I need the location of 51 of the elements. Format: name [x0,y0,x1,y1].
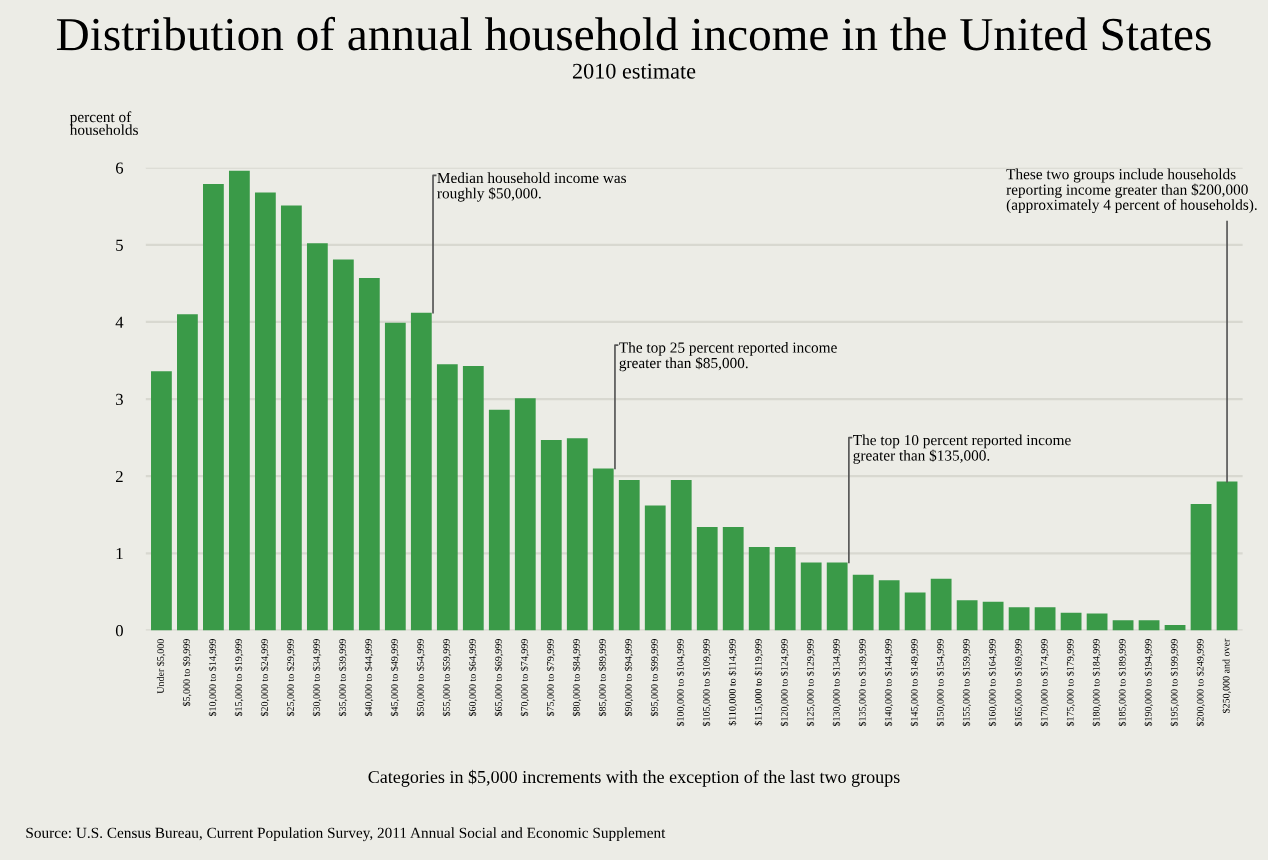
bar [358,277,380,631]
y-tick-label: 0 [115,625,123,637]
bar [748,547,770,631]
bar [878,580,900,631]
bar [177,314,198,631]
bar [228,170,250,631]
bar [1060,612,1082,631]
bar [488,409,510,631]
y-tick-label: 4 [115,316,124,328]
bar [462,365,484,631]
bar [410,312,432,631]
bar [332,259,354,631]
bar [618,480,640,631]
y-tick-label: 1 [116,548,123,560]
bar [592,468,614,631]
x-axis-title: Categories in $5,000 increments with the exception of the last two groups [368,769,900,787]
chart-title: Distribution of annual household income in the United States [56,16,1211,51]
bar [644,505,666,631]
bar [852,574,874,631]
bar [722,527,744,631]
bar [151,371,172,631]
bar [254,192,276,631]
bar [670,480,692,631]
bar [384,322,406,631]
y-tick-label: 3 [116,393,123,405]
bar [1086,613,1108,631]
y-tick-label: 5 [116,239,123,251]
bar [436,364,458,631]
bar [800,562,822,631]
bar [203,183,224,631]
y-tick-label: 6 [115,162,124,174]
bar [904,592,926,631]
bar [956,600,978,631]
bar [540,439,562,631]
bar [774,547,796,631]
y-tick-label: 2 [116,470,123,482]
bar [982,601,1004,631]
bar [826,562,848,631]
bar [514,398,536,631]
chart-subtitle: 2010 estimate [572,63,696,79]
bar [696,527,718,631]
bar [1216,481,1238,631]
bar [280,205,302,631]
bar [306,243,328,631]
bar [1008,607,1030,631]
bar [1034,607,1056,631]
bar [1190,503,1212,631]
bar [1138,620,1160,631]
bar [1112,620,1134,631]
bar [930,578,952,631]
bar [566,438,588,631]
